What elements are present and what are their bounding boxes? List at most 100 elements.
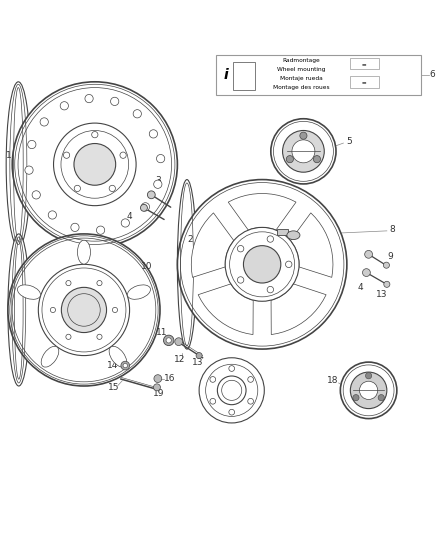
Circle shape (149, 130, 158, 138)
Circle shape (365, 373, 372, 379)
Text: 2: 2 (187, 235, 193, 244)
Text: 8: 8 (390, 225, 396, 235)
Text: 11: 11 (156, 328, 168, 337)
Circle shape (66, 280, 71, 286)
FancyBboxPatch shape (350, 58, 378, 69)
Circle shape (133, 110, 141, 118)
Text: Montaje rueda: Montaje rueda (280, 76, 323, 81)
Circle shape (353, 394, 359, 401)
Circle shape (286, 261, 292, 268)
Ellipse shape (109, 346, 127, 367)
Circle shape (225, 228, 299, 301)
Circle shape (378, 394, 385, 401)
Circle shape (360, 381, 378, 399)
Circle shape (110, 97, 119, 106)
Circle shape (113, 308, 117, 312)
Text: 18: 18 (327, 376, 338, 385)
Circle shape (60, 102, 68, 110)
Circle shape (248, 398, 254, 404)
Circle shape (12, 82, 177, 247)
Circle shape (154, 375, 162, 383)
Circle shape (286, 156, 293, 163)
Text: 16: 16 (164, 374, 175, 383)
Circle shape (154, 180, 162, 188)
Text: 10: 10 (141, 262, 153, 271)
Text: 13: 13 (376, 290, 387, 299)
Circle shape (313, 156, 321, 163)
Text: 13: 13 (192, 358, 204, 367)
Circle shape (121, 361, 130, 370)
Polygon shape (191, 213, 234, 277)
Circle shape (271, 119, 336, 184)
Circle shape (66, 334, 71, 340)
Circle shape (292, 140, 315, 163)
Circle shape (53, 123, 136, 206)
Circle shape (267, 236, 274, 243)
Circle shape (39, 264, 130, 356)
Circle shape (48, 211, 57, 219)
Circle shape (229, 409, 235, 415)
Polygon shape (228, 193, 296, 230)
Text: i: i (224, 68, 229, 82)
Circle shape (121, 219, 130, 227)
Text: 4: 4 (357, 283, 363, 292)
Ellipse shape (287, 231, 300, 239)
Polygon shape (198, 284, 253, 335)
Text: 19: 19 (153, 389, 164, 398)
Text: Wheel mounting: Wheel mounting (277, 67, 325, 72)
Circle shape (61, 287, 106, 333)
Circle shape (300, 132, 307, 139)
Ellipse shape (127, 285, 151, 300)
Circle shape (210, 376, 215, 382)
Circle shape (229, 366, 235, 372)
Circle shape (175, 338, 183, 345)
Text: 6: 6 (429, 70, 435, 79)
Ellipse shape (6, 82, 31, 247)
Circle shape (217, 376, 246, 405)
Circle shape (148, 191, 155, 199)
Circle shape (210, 398, 215, 404)
Circle shape (97, 334, 102, 340)
Text: 5: 5 (346, 138, 352, 146)
Circle shape (120, 152, 126, 158)
Circle shape (85, 94, 93, 103)
Circle shape (267, 286, 274, 293)
Polygon shape (290, 213, 333, 277)
Circle shape (222, 381, 242, 400)
Circle shape (109, 185, 116, 191)
Circle shape (96, 226, 105, 235)
Circle shape (141, 203, 149, 211)
Text: 7: 7 (266, 225, 272, 234)
Circle shape (141, 204, 148, 211)
Circle shape (199, 358, 264, 423)
Circle shape (153, 384, 160, 391)
Circle shape (25, 166, 33, 174)
Circle shape (32, 191, 40, 199)
Circle shape (350, 372, 387, 409)
Circle shape (97, 280, 102, 286)
Circle shape (64, 152, 70, 158)
Ellipse shape (18, 285, 41, 300)
Circle shape (237, 246, 244, 252)
Circle shape (283, 131, 324, 172)
Circle shape (71, 223, 79, 231)
Circle shape (156, 155, 165, 163)
FancyBboxPatch shape (216, 55, 421, 95)
Circle shape (340, 362, 397, 418)
Text: Radmontage: Radmontage (283, 59, 320, 63)
Circle shape (74, 143, 116, 185)
Circle shape (384, 281, 390, 287)
Circle shape (177, 180, 347, 349)
Circle shape (92, 132, 98, 138)
Circle shape (383, 262, 389, 268)
Ellipse shape (177, 180, 197, 349)
Circle shape (40, 118, 48, 126)
Circle shape (74, 185, 81, 191)
Text: ▬: ▬ (362, 61, 367, 66)
Ellipse shape (41, 346, 59, 367)
Text: 12: 12 (174, 356, 185, 365)
Circle shape (363, 269, 371, 277)
FancyBboxPatch shape (350, 76, 378, 87)
Text: ▬: ▬ (362, 79, 367, 85)
Circle shape (123, 364, 127, 368)
